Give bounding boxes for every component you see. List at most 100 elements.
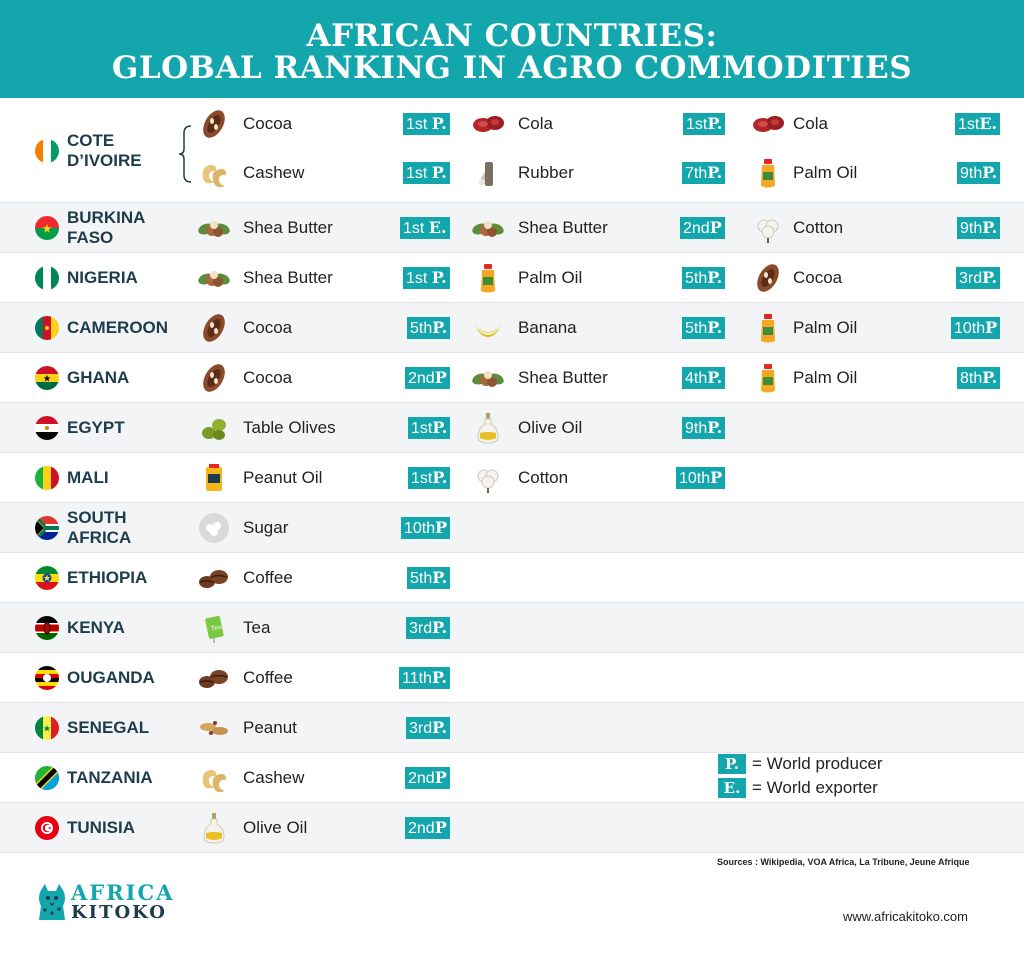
- rank-type: P.: [707, 163, 723, 182]
- crop-name: Palm Oil: [793, 163, 858, 182]
- shea-butter-icon: [197, 261, 231, 295]
- country-name-line: NIGERIA: [67, 268, 138, 287]
- country-name-line: MALI: [67, 468, 109, 487]
- rank-badge: 10thP: [951, 317, 1001, 339]
- rank-type: P.: [707, 418, 723, 437]
- rank-type: P.: [431, 163, 447, 182]
- rank-badge: 4thP.: [682, 367, 726, 389]
- country-name-line: TANZANIA: [67, 768, 153, 787]
- crop-name: Table Olives: [243, 418, 336, 437]
- rank-type: E.: [979, 114, 998, 133]
- cocoa-icon: [197, 361, 231, 395]
- crop-name: Cotton: [793, 218, 844, 237]
- crop-name: Banana: [518, 318, 577, 337]
- rank-value: 1st: [411, 420, 433, 437]
- crop-name: Palm Oil: [518, 268, 583, 287]
- legend-label: = World exporter: [752, 778, 878, 797]
- rank-type: P.: [982, 163, 998, 182]
- rank-type: P.: [431, 668, 447, 687]
- rank-value: 5th: [685, 270, 708, 287]
- cola-icon: [471, 107, 505, 141]
- rank-type: P: [985, 318, 998, 337]
- rank-badge: 1st P.: [403, 162, 450, 184]
- flag-cote-divoire-icon: [35, 139, 59, 163]
- rank-type: P.: [432, 418, 448, 437]
- cocoa-icon: [751, 261, 785, 295]
- rank-type: P.: [432, 718, 448, 737]
- legend: P. = World producer E. = World exporter: [718, 752, 883, 800]
- country-name: TANZANIA: [67, 768, 153, 788]
- rank-value: 1st: [406, 270, 432, 287]
- table-row: OUGANDA: [0, 653, 1024, 703]
- crop-name: Cashew: [243, 163, 305, 182]
- rank-badge: 1stP.: [408, 417, 451, 439]
- rank-badge: 1stE.: [955, 113, 1001, 135]
- table-row: COTE D’IVOIRE: [0, 100, 1024, 203]
- rank-value: 11th: [402, 670, 432, 687]
- rank-type: P.: [707, 368, 723, 387]
- cashew-icon: [197, 156, 231, 190]
- country-name: EGYPT: [67, 418, 125, 438]
- country-name-line: AFRICA: [67, 528, 132, 547]
- flag-cameroon-icon: [35, 316, 59, 340]
- cotton-icon: [471, 461, 505, 495]
- svg-text:Tea: Tea: [210, 623, 222, 632]
- country-name: SOUTH AFRICA: [67, 508, 131, 548]
- flag-south-africa-icon: [35, 516, 59, 540]
- rank-type: P.: [431, 268, 447, 287]
- crop-name: Peanut Oil: [243, 468, 323, 487]
- rank-badge: 1st P.: [403, 267, 450, 289]
- crop-name: Cocoa: [243, 114, 293, 133]
- rank-badge: 1st P.: [403, 113, 450, 135]
- rank-value: 1st: [406, 165, 432, 182]
- shea-butter-icon: [197, 211, 231, 245]
- rank-value: 3rd: [409, 620, 433, 637]
- country-name-line: KENYA: [67, 618, 125, 637]
- crop-name: Rubber: [518, 163, 574, 182]
- cocoa-icon: [197, 107, 231, 141]
- rank-type: P.: [707, 114, 723, 133]
- cashew-icon: [197, 761, 231, 795]
- flag-tanzania-icon: [35, 766, 59, 790]
- website-link[interactable]: www.africakitoko.com: [843, 909, 968, 924]
- rank-badge: 7thP.: [682, 162, 726, 184]
- rank-badge: 5thP.: [682, 267, 726, 289]
- rank-value: 9th: [685, 420, 708, 437]
- shea-butter-icon: [471, 211, 505, 245]
- crop-name: Cashew: [243, 768, 305, 787]
- country-name-line: BURKINA: [67, 208, 146, 227]
- rank-badge: 1st E.: [400, 217, 450, 239]
- country-name: MALI: [67, 468, 109, 488]
- rank-type: P.: [982, 268, 998, 287]
- flag-mali-icon: [35, 466, 59, 490]
- palm-oil-icon: [751, 156, 785, 190]
- rank-badge: 2ndP: [405, 367, 450, 389]
- country-name: CAMEROON: [67, 318, 168, 338]
- flag-kenya-icon: [35, 616, 59, 640]
- country-name-line: TUNISIA: [67, 818, 135, 837]
- table-row: TANZANIA: [0, 753, 1024, 803]
- flag-nigeria-icon: [35, 266, 59, 290]
- flag-ethiopia-icon: [35, 566, 59, 590]
- rank-badge: 3rdP.: [406, 617, 451, 639]
- cola-icon: [751, 107, 785, 141]
- rank-type: P: [710, 468, 723, 487]
- country-name-line: EGYPT: [67, 418, 125, 437]
- logo: AFRICA KITOKO: [35, 880, 175, 924]
- rank-type: P: [434, 768, 447, 787]
- rank-value: 1st: [958, 116, 980, 133]
- country-name-line: D’IVOIRE: [67, 151, 142, 170]
- peanut-oil-icon: [197, 461, 231, 495]
- rank-value: 4th: [685, 370, 708, 387]
- palm-oil-icon: [751, 311, 785, 345]
- cocoa-icon: [197, 311, 231, 345]
- flag-tunisia-icon: [35, 816, 59, 840]
- legend-item-producer: P. = World producer: [718, 752, 883, 776]
- shea-butter-icon: [471, 361, 505, 395]
- palm-oil-icon: [751, 361, 785, 395]
- rank-badge: 1stP.: [408, 467, 451, 489]
- table-row: MALI: [0, 453, 1024, 503]
- olives-icon: [197, 411, 231, 445]
- flag-uganda-icon: [35, 666, 59, 690]
- rank-value: 1st: [686, 116, 708, 133]
